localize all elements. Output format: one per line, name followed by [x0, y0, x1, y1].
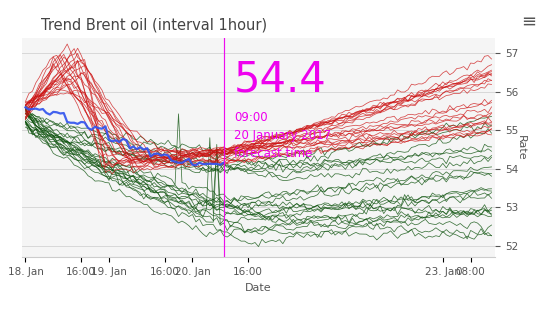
Y-axis label: Rate: Rate	[516, 135, 526, 160]
Text: Trend Brent oil (interval 1hour): Trend Brent oil (interval 1hour)	[41, 17, 267, 32]
Text: ≡: ≡	[521, 13, 536, 30]
X-axis label: Date: Date	[245, 283, 272, 293]
Text: 54.4: 54.4	[234, 59, 327, 101]
Text: 09:00
20 January 2017
forecast time: 09:00 20 January 2017 forecast time	[234, 111, 331, 160]
